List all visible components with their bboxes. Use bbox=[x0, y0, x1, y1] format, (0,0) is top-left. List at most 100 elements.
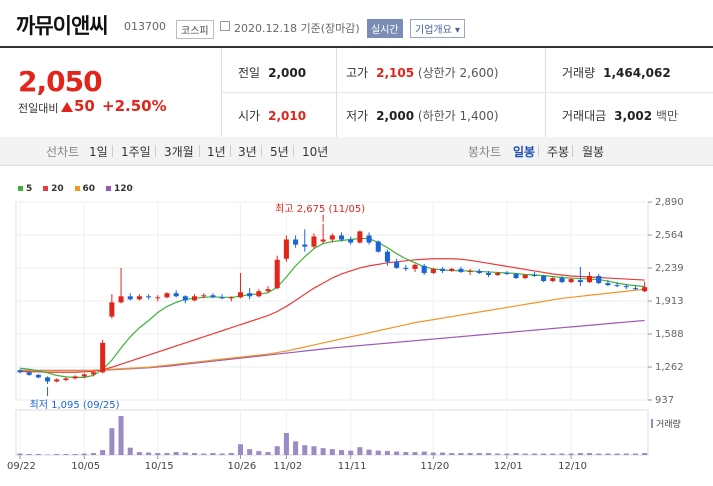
candle-body bbox=[72, 376, 78, 379]
candle-body bbox=[293, 239, 299, 245]
candle-body bbox=[164, 293, 170, 298]
candle-body bbox=[311, 236, 317, 247]
candle-body bbox=[127, 296, 133, 300]
volume-bar bbox=[100, 450, 106, 455]
volume-bar bbox=[440, 452, 446, 455]
candle-body bbox=[283, 239, 289, 259]
candle-body bbox=[485, 272, 492, 275]
candle-daily[interactable]: 일봉 bbox=[513, 145, 536, 159]
column-divider bbox=[336, 48, 337, 138]
as-of-date: 2020.12.18 기준(장마감) bbox=[234, 22, 360, 35]
candle-body bbox=[467, 270, 473, 272]
period-1w[interactable]: 1주일 bbox=[121, 145, 151, 159]
volume-bar bbox=[614, 453, 620, 455]
candle-body bbox=[201, 295, 207, 297]
volume-bar bbox=[623, 453, 629, 455]
prev-close-value: 2,000 bbox=[268, 66, 307, 80]
period-1d[interactable]: 1일 bbox=[89, 145, 108, 159]
candle-body bbox=[265, 289, 271, 292]
candle-body bbox=[550, 278, 556, 282]
separator bbox=[199, 145, 200, 157]
candle-body bbox=[430, 268, 436, 273]
volume-bar bbox=[394, 451, 400, 455]
max-annotation: 최고 2,675 (11/05) bbox=[275, 203, 365, 215]
separator bbox=[572, 145, 573, 157]
volume-bar bbox=[17, 453, 23, 455]
candle-body bbox=[182, 296, 188, 301]
candle-body bbox=[81, 374, 87, 377]
x-tick-label: 12/10 bbox=[558, 461, 587, 472]
candle-body bbox=[440, 268, 446, 271]
volume-bar bbox=[412, 452, 418, 455]
volume-bar bbox=[348, 450, 354, 455]
candle-body bbox=[541, 276, 547, 282]
volume-bar bbox=[605, 453, 611, 455]
candle-weekly[interactable]: 주봉 bbox=[547, 145, 570, 159]
candle-monthly[interactable]: 월봉 bbox=[582, 145, 605, 159]
period-3y[interactable]: 3년 bbox=[238, 145, 257, 159]
volume-bar bbox=[228, 453, 234, 455]
candle-body bbox=[458, 268, 464, 272]
volume-bar bbox=[201, 453, 207, 455]
ma120-line bbox=[20, 319, 645, 371]
x-tick-label: 11/20 bbox=[420, 461, 449, 472]
volume-bar bbox=[531, 453, 537, 455]
legend-ma120: 120 bbox=[105, 184, 133, 194]
period-5y[interactable]: 5년 bbox=[270, 145, 289, 159]
candle-body bbox=[26, 372, 32, 375]
volume-bar bbox=[63, 454, 69, 455]
candle-body bbox=[384, 251, 390, 262]
volume-bar bbox=[375, 450, 381, 455]
separator bbox=[261, 145, 262, 157]
volume-bar bbox=[182, 452, 188, 455]
volume-bar bbox=[311, 446, 317, 455]
candle-body bbox=[495, 272, 501, 275]
period-10y[interactable]: 10년 bbox=[302, 145, 329, 159]
volume-bar bbox=[513, 453, 519, 455]
candle-body bbox=[17, 370, 23, 373]
volume-legend-swatch bbox=[651, 419, 653, 428]
x-tick-label: 09/22 bbox=[7, 461, 36, 472]
candle-body bbox=[513, 273, 519, 279]
candle-body bbox=[63, 378, 69, 380]
candle-body bbox=[237, 292, 243, 298]
stock-name: 까뮤이앤씨 bbox=[16, 14, 109, 38]
legend-label: 20 bbox=[51, 184, 64, 194]
volume-bar bbox=[403, 452, 409, 455]
volume-bar bbox=[550, 453, 556, 455]
volume-bar bbox=[495, 453, 501, 455]
volume-bar bbox=[164, 453, 170, 455]
change-label: 전일대비 bbox=[18, 102, 59, 115]
realtime-button[interactable]: 실시간 bbox=[367, 19, 403, 38]
ma20-line bbox=[19, 258, 645, 373]
volume-bar bbox=[219, 453, 225, 455]
candle-body bbox=[320, 239, 326, 242]
x-tick-label: 10/26 bbox=[227, 461, 256, 472]
y-tick-label: 1,262 bbox=[655, 362, 684, 373]
chart-legend: 5 20 60 120 bbox=[18, 184, 141, 194]
volume-bar bbox=[384, 451, 390, 455]
period-1y[interactable]: 1년 bbox=[207, 145, 226, 159]
open-value: 2,010 bbox=[268, 109, 307, 123]
volume-bar bbox=[541, 453, 547, 455]
period-3m[interactable]: 3개월 bbox=[164, 145, 194, 159]
candle-body bbox=[614, 285, 620, 287]
candle-body bbox=[421, 265, 427, 273]
separator bbox=[112, 145, 113, 157]
upper-limit: (상한가 2,600) bbox=[417, 66, 499, 80]
volume-bar bbox=[430, 452, 436, 455]
company-info-dropdown[interactable]: 기업개요 ▾ bbox=[410, 19, 465, 38]
volume-bar bbox=[559, 453, 565, 455]
candle-body bbox=[568, 279, 574, 283]
legend-label: 120 bbox=[113, 184, 133, 194]
volume-bar bbox=[155, 453, 161, 455]
volume-bar bbox=[127, 447, 133, 455]
legend-ma60: 60 bbox=[74, 184, 95, 194]
candle-body bbox=[559, 278, 565, 283]
volume-bar bbox=[173, 452, 179, 455]
prev-close-label: 전일 bbox=[238, 66, 261, 80]
candle-body bbox=[531, 274, 537, 277]
y-tick-label: 1,588 bbox=[655, 329, 684, 340]
volume-bar bbox=[265, 452, 271, 455]
